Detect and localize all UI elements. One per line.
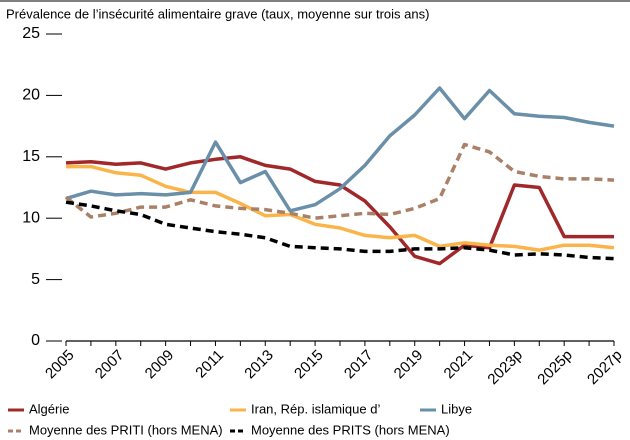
x-tick-label: 2027p <box>584 347 626 389</box>
x-tick-label: 2009 <box>142 347 178 383</box>
legend-label: Libye <box>441 401 472 416</box>
x-tick-label: 2015 <box>291 347 327 383</box>
y-tick-label: 10 <box>22 209 40 226</box>
series-line <box>65 200 615 261</box>
x-tick-label: 2023p <box>484 347 526 389</box>
y-tick-label: 20 <box>22 87 40 104</box>
x-tick-label: 2005 <box>42 347 78 383</box>
legend-label: Iran, Rép. islamique d’ <box>251 401 380 416</box>
y-tick-label: 15 <box>22 148 40 165</box>
x-tick-label: 2013 <box>241 347 277 383</box>
y-tick-label: 25 <box>22 25 40 42</box>
legend-label: Moyenne des PRITI (hors MENA) <box>29 422 223 437</box>
x-tick-label: 2007 <box>92 347 128 383</box>
series-line <box>66 164 615 252</box>
legend-label: Moyenne des PRITS (hors MENA) <box>251 422 450 437</box>
x-tick-label: 2017 <box>341 347 377 383</box>
y-tick-label: 0 <box>31 332 40 349</box>
x-tick-label: 2019 <box>391 347 427 383</box>
legend-label: Algérie <box>29 401 69 416</box>
chart-title: Prévalence de l’insécurité alimentaire g… <box>6 6 429 21</box>
x-tick-label: 2011 <box>192 347 227 382</box>
series-line <box>64 142 615 220</box>
series-line <box>65 155 614 266</box>
x-tick-label: 2021 <box>441 347 477 383</box>
y-tick-label: 5 <box>31 271 40 288</box>
x-tick-label: 2025p <box>534 347 576 389</box>
series-line <box>65 86 615 213</box>
